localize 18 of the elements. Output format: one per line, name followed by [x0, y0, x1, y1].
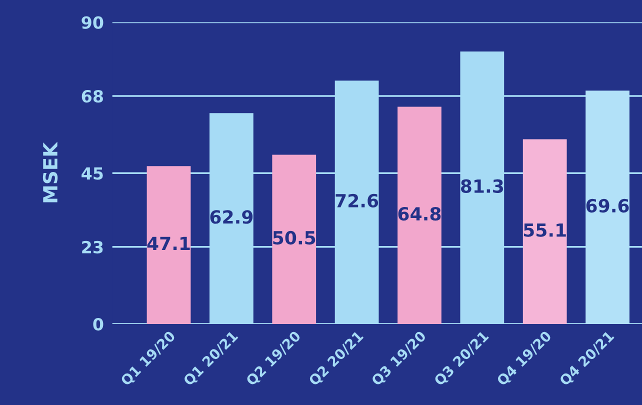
data-label: 72.6 — [336, 194, 378, 208]
y-tick-label: 68 — [82, 90, 103, 103]
bar — [146, 166, 191, 324]
data-label: 55.1 — [524, 223, 566, 237]
bar — [272, 154, 316, 324]
bar — [522, 139, 567, 324]
y-tick-label: 23 — [82, 240, 103, 254]
bar — [398, 106, 442, 324]
data-label: 47.1 — [147, 236, 190, 250]
y-tick-label: 0 — [93, 318, 104, 331]
y-axis-title: MSEK — [42, 142, 58, 202]
y-tick-label: 45 — [82, 167, 103, 180]
data-label: 50.5 — [273, 230, 316, 245]
data-label: 64.8 — [398, 206, 441, 221]
data-label: 69.6 — [586, 198, 629, 213]
data-label: 62.9 — [210, 210, 253, 224]
y-tick-label: 90 — [82, 16, 104, 29]
data-label: 81.3 — [460, 179, 504, 193]
